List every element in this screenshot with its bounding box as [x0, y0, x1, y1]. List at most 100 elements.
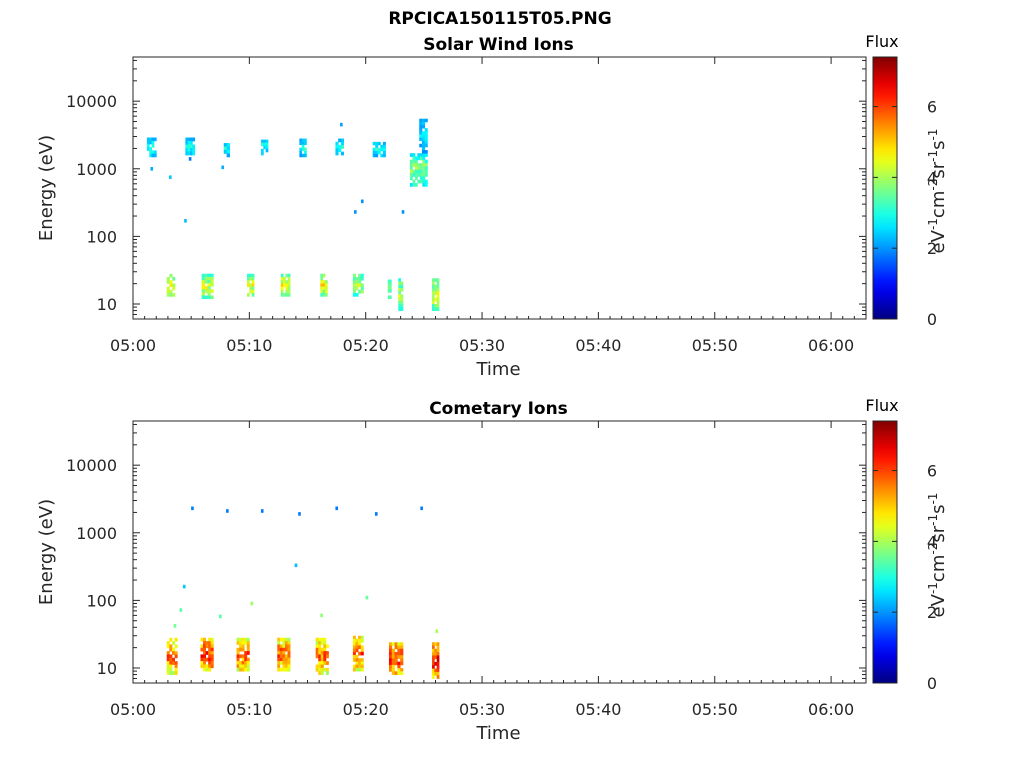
colorbar-frame: [872, 56, 898, 320]
spectrogram-cell: [432, 297, 435, 302]
spectrogram-cell: [320, 661, 324, 665]
spectrogram-cell: [204, 295, 208, 300]
spectrogram-cell: [421, 146, 426, 151]
spectrogram-cell: [239, 637, 243, 642]
spectrogram-cell: [146, 147, 150, 151]
spectrogram-cell: [355, 280, 359, 284]
spectrogram-cell: [375, 141, 379, 146]
spectrogram-cell: [424, 140, 428, 145]
spectrogram-cell: [226, 143, 230, 147]
spectrogram-cell: [434, 662, 438, 666]
spectrogram-cell: [280, 293, 284, 297]
spectrogram-cell: [358, 280, 362, 284]
spectrogram-cell: [436, 671, 440, 676]
spectrogram-cell: [282, 667, 286, 672]
spectrogram-cell: [241, 654, 245, 659]
spectrogram-cell: [352, 293, 356, 297]
spectrogram-cell: [358, 645, 362, 649]
x-axis-label: Time: [475, 359, 520, 380]
spectrogram-cell: [282, 661, 286, 665]
spectrogram-cell: [149, 153, 153, 158]
spectrogram-cell: [419, 128, 423, 132]
spectrogram-cell: [422, 156, 426, 161]
spectrogram-cell: [241, 637, 245, 642]
colorbar-tick-label: 4: [927, 168, 937, 187]
spectrogram-cell: [263, 142, 267, 147]
spectrogram-cell: [432, 304, 435, 308]
spectrogram-cell: [236, 657, 240, 662]
spectrogram-cell: [287, 651, 291, 655]
spectrogram-cell: [277, 664, 281, 669]
spectrogram-cell: [285, 273, 289, 278]
spectrogram-cell: [320, 654, 324, 659]
spectrogram-cell: [200, 654, 204, 659]
spectrogram-cell: [360, 648, 364, 653]
spectrogram-cell: [201, 279, 205, 284]
spectrogram-cell: [190, 147, 193, 152]
figure-title: RPCICA150115T05.PNG: [388, 9, 611, 29]
spectrogram-cell: [424, 159, 428, 164]
spectrogram-cell: [400, 671, 404, 675]
spectrogram-cell: [304, 141, 307, 146]
spectrogram-cell: [279, 637, 283, 642]
spectrogram-cell: [325, 667, 329, 672]
spectrogram-cell: [417, 173, 421, 177]
spectrogram-cell: [422, 153, 426, 157]
spectrogram-cell: [284, 644, 288, 649]
spectrogram-cell: [287, 661, 291, 665]
axes-frame: [132, 420, 867, 684]
spectrogram-cell: [174, 644, 178, 649]
spectrogram-cell: [226, 146, 230, 151]
spectrogram-cell: [388, 664, 393, 669]
spectrogram-cell: [424, 153, 428, 157]
spectrogram-cell: [394, 661, 398, 666]
spectrogram-cell: [203, 644, 207, 649]
spectrogram-cell: [285, 293, 289, 297]
spectrogram-cell: [414, 183, 418, 187]
spectrogram-cell: [279, 661, 283, 665]
spectrogram-cell: [200, 661, 204, 665]
spectrogram-cell: [398, 284, 402, 289]
colorbar-tick-label: 0: [927, 674, 937, 693]
spectrogram-cell: [394, 658, 398, 663]
spectrogram-cell: [241, 657, 245, 662]
spectrogram-point: [335, 506, 339, 511]
spectrogram-cell: [322, 286, 326, 291]
spectrogram-cell: [304, 150, 307, 155]
spectrogram-cell: [323, 637, 327, 642]
spectrogram-cell: [432, 645, 435, 650]
spectrogram-cell: [432, 662, 435, 666]
spectrogram-cell: [388, 668, 393, 672]
spectrogram-cell: [322, 273, 326, 278]
colorbar-tick-label: 4: [927, 532, 937, 551]
spectrogram-cell: [397, 642, 401, 646]
spectrogram-cell: [169, 283, 173, 288]
data-layer: [166, 506, 440, 679]
spectrogram-cell: [251, 283, 255, 288]
spectrogram-cell: [203, 641, 207, 645]
spectrogram-cell: [358, 658, 362, 662]
spectrogram-cell: [419, 173, 423, 177]
spectrogram-cell: [397, 668, 401, 672]
spectrogram-cell: [287, 283, 291, 288]
spectrogram-cell: [210, 637, 214, 642]
spectrogram-cell: [301, 147, 305, 152]
x-tick-label: 05:30: [459, 336, 505, 355]
spectrogram-cell: [375, 144, 379, 149]
spectrogram-cell: [277, 651, 281, 655]
spectrogram-cell: [352, 655, 356, 659]
spectrogram-cell: [282, 651, 286, 655]
spectrogram-cell: [279, 651, 283, 655]
spectrogram-cell: [304, 153, 307, 158]
spectrogram-cell: [355, 642, 359, 646]
colorbar-tick-label: 2: [927, 239, 937, 258]
spectrogram-cell: [394, 651, 398, 656]
spectrogram-cell: [210, 654, 214, 659]
spectrogram-cell: [166, 651, 170, 655]
spectrogram-cell: [352, 286, 356, 291]
spectrogram-cell: [190, 151, 193, 156]
spectrogram-cell: [172, 276, 176, 281]
spectrogram-cell: [151, 150, 155, 155]
spectrogram-cell: [265, 145, 269, 150]
spectrogram-cell: [299, 138, 303, 142]
